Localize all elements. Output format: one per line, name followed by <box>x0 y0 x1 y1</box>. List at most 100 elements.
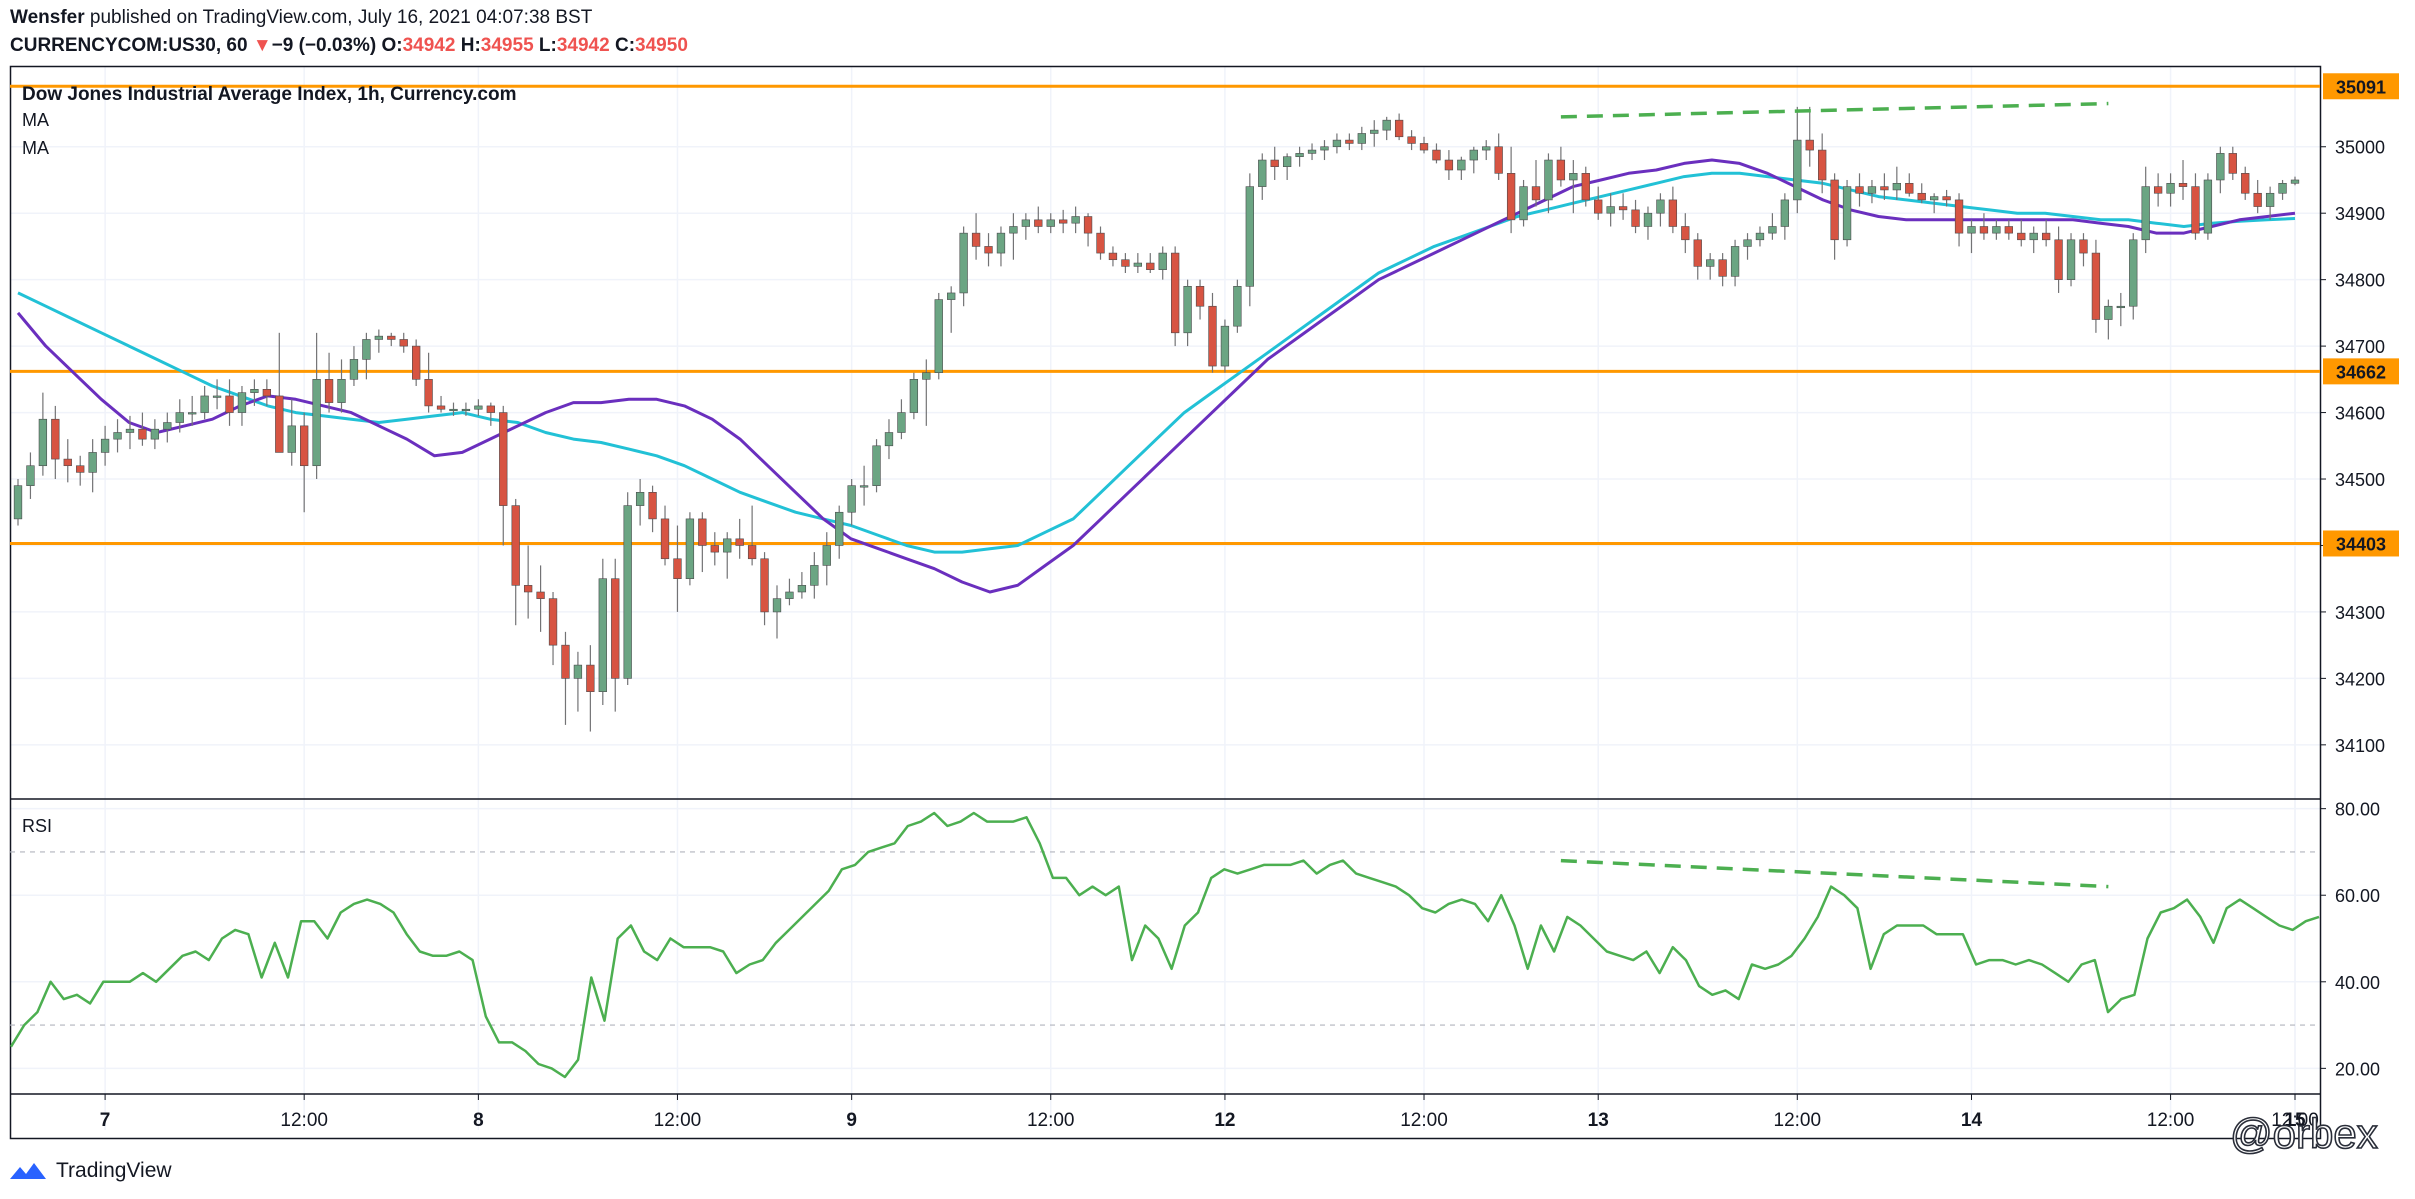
candle[interactable] <box>1382 116 1391 141</box>
candle[interactable] <box>113 419 122 453</box>
candle[interactable] <box>1668 186 1678 234</box>
candle[interactable] <box>747 505 757 566</box>
candle[interactable] <box>996 226 1006 267</box>
candle[interactable] <box>934 292 943 380</box>
candle[interactable] <box>710 532 719 566</box>
candle[interactable] <box>1656 193 1665 227</box>
candle[interactable] <box>1842 179 1852 247</box>
candle[interactable] <box>1718 253 1727 287</box>
candle[interactable] <box>1282 153 1292 180</box>
candle[interactable] <box>1133 253 1142 274</box>
candle[interactable] <box>1083 213 1093 247</box>
candle[interactable] <box>2278 179 2287 200</box>
candle[interactable] <box>735 518 744 559</box>
candle[interactable] <box>822 532 831 586</box>
candle[interactable] <box>1519 179 1528 227</box>
candle[interactable] <box>1195 279 1205 320</box>
candle[interactable] <box>623 492 632 686</box>
candle[interactable] <box>835 505 844 559</box>
candle[interactable] <box>63 439 72 483</box>
candle[interactable] <box>2079 233 2088 267</box>
candle[interactable] <box>2116 292 2125 327</box>
candle[interactable] <box>1059 209 1068 234</box>
candle[interactable] <box>1506 146 1516 234</box>
candle[interactable] <box>399 332 408 353</box>
candle[interactable] <box>175 399 184 433</box>
candle[interactable] <box>959 226 968 307</box>
candle[interactable] <box>1855 173 1864 207</box>
candle[interactable] <box>1419 136 1429 154</box>
candle[interactable] <box>2104 299 2113 340</box>
ma-slow-line[interactable] <box>17 171 2296 554</box>
candle[interactable] <box>971 213 981 260</box>
candle[interactable] <box>38 392 48 476</box>
candle[interactable] <box>1494 133 1503 180</box>
rsi-divergence-line[interactable] <box>1560 858 2109 889</box>
candle[interactable] <box>387 332 396 347</box>
candle[interactable] <box>1942 189 1951 207</box>
candle[interactable] <box>250 379 259 406</box>
candle[interactable] <box>212 379 222 410</box>
candle[interactable] <box>1917 183 1926 204</box>
candle[interactable] <box>2041 219 2051 247</box>
candle[interactable] <box>2153 173 2163 207</box>
candle[interactable] <box>698 512 707 573</box>
candle[interactable] <box>673 525 682 612</box>
candle[interactable] <box>1158 246 1167 280</box>
candle[interactable] <box>1830 173 1839 260</box>
rsi-pane[interactable] <box>9 811 2320 1079</box>
candle[interactable] <box>1021 213 1031 240</box>
candle[interactable] <box>2191 173 2200 240</box>
candle[interactable] <box>461 402 471 416</box>
candle[interactable] <box>573 651 583 712</box>
candle[interactable] <box>412 339 421 386</box>
candle[interactable] <box>1146 253 1155 274</box>
candle[interactable] <box>2054 226 2063 293</box>
candle[interactable] <box>1320 140 1329 161</box>
candle[interactable] <box>1569 160 1578 214</box>
ma-fast-line[interactable] <box>16 158 2296 594</box>
candle[interactable] <box>1706 253 1715 280</box>
candle[interactable] <box>1905 173 1914 197</box>
candle[interactable] <box>2166 173 2175 207</box>
candle[interactable] <box>785 578 794 606</box>
candle[interactable] <box>1768 213 1777 240</box>
rsi-line[interactable] <box>9 811 2320 1079</box>
candle[interactable] <box>1370 120 1379 147</box>
candle[interactable] <box>1793 106 1802 214</box>
candle[interactable] <box>2228 146 2237 180</box>
candle[interactable] <box>1469 146 1478 174</box>
candle[interactable] <box>598 558 607 705</box>
candle[interactable] <box>1183 279 1192 347</box>
candle[interactable] <box>88 439 97 493</box>
candle[interactable] <box>586 645 595 732</box>
candle[interactable] <box>1307 143 1317 161</box>
candle[interactable] <box>1121 253 1130 274</box>
candle[interactable] <box>1544 153 1553 214</box>
candle[interactable] <box>561 631 570 725</box>
candle[interactable] <box>1992 219 2001 240</box>
candle[interactable] <box>2004 219 2013 240</box>
candle[interactable] <box>300 412 309 513</box>
candle[interactable] <box>138 412 147 446</box>
candle[interactable] <box>1394 113 1404 141</box>
candle[interactable] <box>2141 166 2150 254</box>
candle[interactable] <box>872 439 881 493</box>
candle[interactable] <box>897 399 906 440</box>
candle[interactable] <box>760 552 769 626</box>
candle[interactable] <box>648 485 657 533</box>
candle[interactable] <box>424 352 433 413</box>
candle[interactable] <box>2241 166 2250 200</box>
candle[interactable] <box>1730 239 1740 287</box>
candle[interactable] <box>1930 193 1939 214</box>
candle[interactable] <box>1034 206 1043 234</box>
candle[interactable] <box>275 332 284 453</box>
candle[interactable] <box>611 558 620 712</box>
candle[interactable] <box>1357 126 1366 151</box>
candle[interactable] <box>1892 166 1901 200</box>
candle[interactable] <box>2029 226 2038 254</box>
candle[interactable] <box>947 286 956 333</box>
candle[interactable] <box>797 572 807 599</box>
candle[interactable] <box>1618 193 1628 220</box>
candle[interactable] <box>772 585 782 639</box>
